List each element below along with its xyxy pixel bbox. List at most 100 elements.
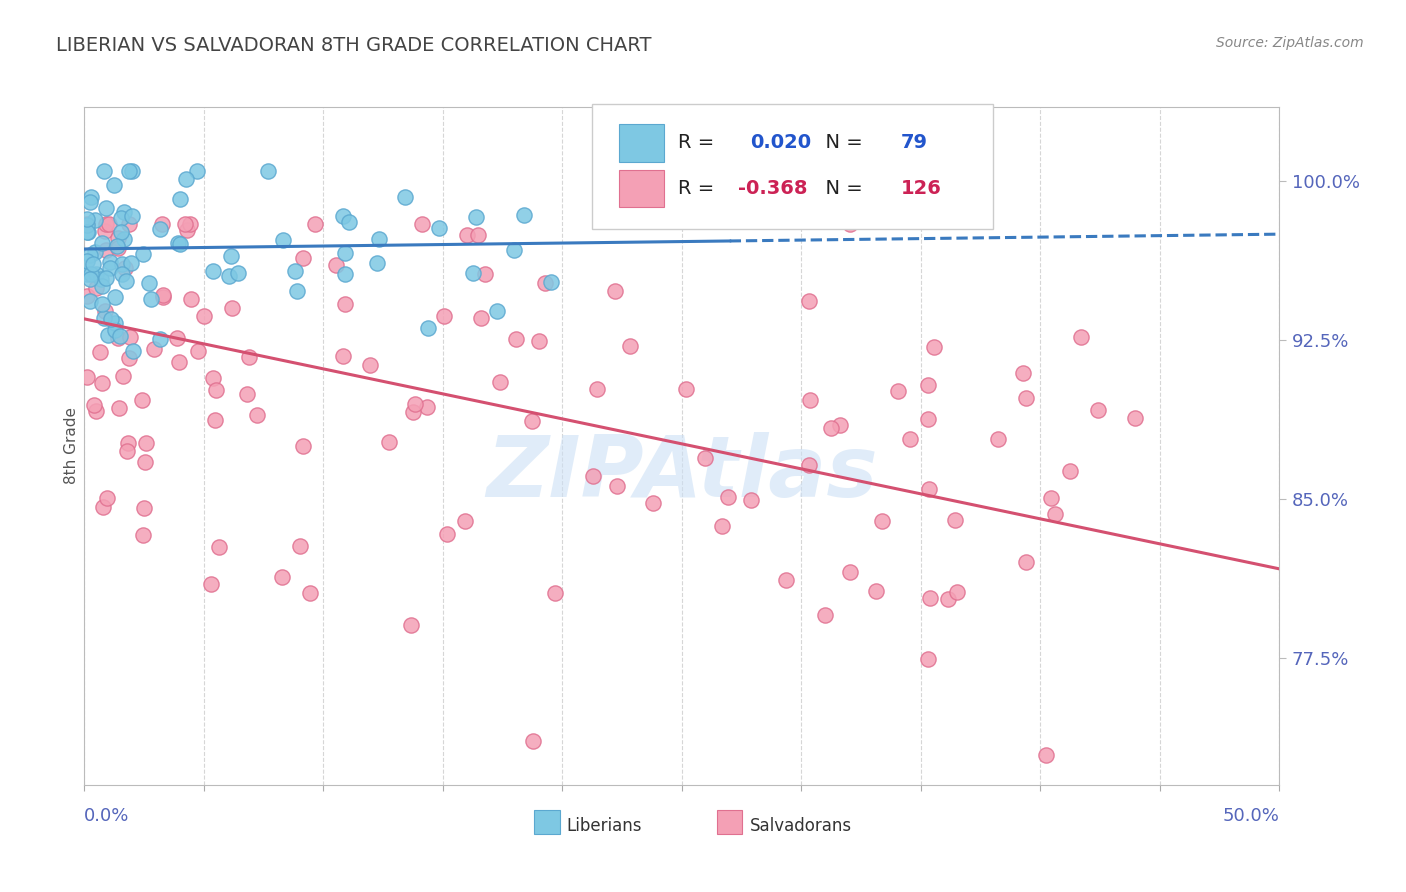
Point [97,327,120,342]
Text: 79: 79 [901,134,928,153]
Point [304,217,326,231]
Point [141,292,163,306]
Point [180,293,202,307]
Text: LIBERIAN VS SALVADORAN 8TH GRADE CORRELATION CHART: LIBERIAN VS SALVADORAN 8TH GRADE CORRELA… [56,36,652,54]
Point [399,618,422,632]
Point [711,519,734,533]
Point [257,163,280,178]
Point [401,405,423,419]
Point [641,496,664,510]
Point [94,303,117,318]
Point [80,190,103,204]
Point [152,290,174,304]
Point [76,268,98,282]
Point [838,566,860,580]
Point [193,309,215,323]
Point [121,163,143,178]
Text: N =: N = [814,179,869,198]
Point [221,301,243,316]
Point [138,276,160,290]
FancyBboxPatch shape [619,169,664,207]
Point [246,408,269,422]
Point [619,339,641,353]
Point [104,290,127,304]
Point [111,369,134,384]
Point [90,272,112,286]
Point [411,217,433,231]
Point [366,256,388,270]
Point [799,294,821,309]
Point [838,217,860,231]
Point [270,570,292,584]
Point [394,190,416,204]
Point [76,370,98,384]
Point [416,321,439,335]
Point [898,432,921,446]
Point [489,375,512,389]
Point [918,482,941,496]
Point [186,163,208,178]
Point [920,591,942,605]
Point [298,586,321,600]
Point [886,384,908,398]
Point [359,358,381,372]
Point [149,222,172,236]
Point [107,231,129,245]
Text: 0.020: 0.020 [749,134,811,153]
Point [830,417,852,432]
Point [169,193,191,207]
Point [1087,403,1109,417]
Point [108,401,131,415]
Point [456,227,478,242]
Point [104,323,127,337]
Point [79,294,101,309]
Point [98,217,121,231]
Point [122,343,145,358]
Point [117,436,139,450]
Point [100,311,122,326]
Point [94,201,117,215]
Point [114,261,136,276]
Point [505,332,527,346]
Point [150,217,173,231]
Text: R =: R = [678,179,721,198]
Point [219,249,242,263]
Point [292,439,315,453]
Point [922,340,945,354]
Point [121,209,143,223]
Point [335,246,357,260]
Point [132,247,155,261]
Point [585,382,607,396]
Point [132,528,155,542]
Point [775,573,797,587]
Point [332,350,354,364]
Point [89,345,111,359]
Point [94,217,117,231]
Point [1014,391,1036,405]
Point [111,268,134,282]
Point [463,266,485,280]
Point [79,194,101,209]
Point [152,287,174,301]
Point [143,342,166,356]
Point [522,734,544,748]
Point [82,257,104,271]
Point [470,310,492,325]
Point [205,383,228,397]
Point [83,398,105,412]
Point [218,269,240,284]
Point [872,514,894,528]
Point [176,172,198,186]
Point [187,343,209,358]
Point [76,225,98,239]
Point [520,414,543,428]
Point [76,211,98,226]
Point [83,213,105,227]
Point [167,355,190,369]
Point [465,210,488,224]
Point [814,608,837,623]
Point [378,434,401,449]
Point [368,231,391,245]
Y-axis label: 8th Grade: 8th Grade [63,408,79,484]
Point [433,310,456,324]
